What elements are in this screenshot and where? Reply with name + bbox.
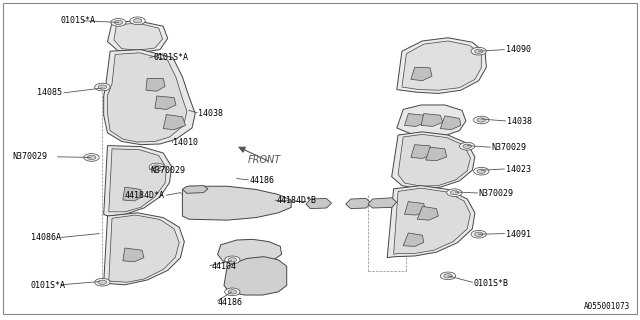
Text: 14090: 14090 bbox=[506, 45, 531, 54]
Circle shape bbox=[149, 163, 164, 171]
Polygon shape bbox=[440, 116, 461, 130]
Circle shape bbox=[474, 232, 483, 236]
Text: 44186: 44186 bbox=[218, 298, 243, 307]
Polygon shape bbox=[404, 202, 426, 215]
Polygon shape bbox=[104, 50, 195, 145]
Circle shape bbox=[84, 154, 99, 161]
Circle shape bbox=[225, 288, 240, 296]
Circle shape bbox=[130, 17, 145, 25]
Circle shape bbox=[228, 290, 237, 294]
Circle shape bbox=[450, 190, 459, 195]
Polygon shape bbox=[104, 213, 184, 285]
Text: FRONT: FRONT bbox=[248, 155, 281, 165]
Polygon shape bbox=[402, 41, 481, 90]
Text: 14023: 14023 bbox=[506, 165, 531, 174]
Circle shape bbox=[474, 167, 489, 175]
Text: 0101S*A: 0101S*A bbox=[61, 16, 96, 25]
Polygon shape bbox=[224, 257, 287, 295]
Circle shape bbox=[477, 169, 486, 173]
Text: N370029: N370029 bbox=[13, 152, 48, 161]
Circle shape bbox=[471, 230, 486, 238]
Circle shape bbox=[474, 49, 483, 53]
Text: 14010: 14010 bbox=[173, 138, 198, 147]
Text: 14038: 14038 bbox=[198, 109, 223, 118]
Text: 44186: 44186 bbox=[250, 176, 275, 185]
Polygon shape bbox=[394, 188, 470, 254]
Polygon shape bbox=[392, 132, 475, 189]
Polygon shape bbox=[397, 105, 466, 136]
Polygon shape bbox=[218, 239, 282, 264]
Polygon shape bbox=[155, 96, 176, 109]
Polygon shape bbox=[146, 78, 165, 91]
Text: 0101S*A: 0101S*A bbox=[31, 281, 66, 290]
Text: 44184D*A: 44184D*A bbox=[125, 191, 165, 200]
Polygon shape bbox=[404, 114, 426, 126]
Polygon shape bbox=[403, 233, 424, 246]
Polygon shape bbox=[368, 198, 397, 208]
Polygon shape bbox=[387, 186, 475, 258]
Polygon shape bbox=[109, 149, 166, 212]
Circle shape bbox=[477, 118, 486, 122]
Circle shape bbox=[114, 20, 123, 25]
Circle shape bbox=[87, 155, 96, 160]
Text: 44184D*B: 44184D*B bbox=[276, 196, 317, 205]
Polygon shape bbox=[417, 206, 438, 220]
Circle shape bbox=[447, 189, 462, 196]
Circle shape bbox=[228, 258, 237, 262]
Circle shape bbox=[225, 256, 240, 264]
Text: N370029: N370029 bbox=[492, 143, 527, 152]
Polygon shape bbox=[411, 145, 432, 158]
Polygon shape bbox=[182, 186, 208, 193]
Text: 14091: 14091 bbox=[506, 230, 531, 239]
Polygon shape bbox=[123, 248, 144, 262]
Circle shape bbox=[95, 278, 110, 286]
Text: 0101S*B: 0101S*B bbox=[474, 279, 509, 288]
Circle shape bbox=[440, 272, 456, 280]
Circle shape bbox=[474, 116, 489, 124]
Polygon shape bbox=[114, 23, 163, 50]
Polygon shape bbox=[397, 38, 486, 93]
Polygon shape bbox=[426, 147, 447, 161]
Text: 14086A: 14086A bbox=[31, 233, 61, 242]
Circle shape bbox=[98, 280, 107, 284]
Circle shape bbox=[152, 165, 161, 169]
Polygon shape bbox=[123, 187, 142, 201]
Polygon shape bbox=[306, 198, 332, 209]
Polygon shape bbox=[163, 115, 186, 130]
Polygon shape bbox=[108, 21, 168, 53]
Polygon shape bbox=[411, 67, 432, 81]
Circle shape bbox=[444, 274, 452, 278]
Circle shape bbox=[463, 144, 472, 148]
Polygon shape bbox=[182, 186, 291, 220]
Circle shape bbox=[460, 142, 475, 150]
Text: 14038: 14038 bbox=[507, 117, 532, 126]
Circle shape bbox=[471, 47, 486, 55]
Polygon shape bbox=[104, 146, 172, 216]
Circle shape bbox=[95, 83, 110, 91]
Text: 14085: 14085 bbox=[37, 88, 62, 97]
Polygon shape bbox=[108, 53, 187, 142]
Polygon shape bbox=[109, 215, 179, 282]
Text: A055001073: A055001073 bbox=[584, 302, 630, 311]
Circle shape bbox=[133, 19, 142, 23]
Polygon shape bbox=[346, 198, 371, 209]
Text: 44104: 44104 bbox=[211, 262, 236, 271]
Circle shape bbox=[98, 85, 107, 89]
Text: 0101S*A: 0101S*A bbox=[154, 53, 189, 62]
Polygon shape bbox=[421, 114, 443, 126]
Text: N370029: N370029 bbox=[150, 166, 186, 175]
Circle shape bbox=[111, 19, 126, 26]
Text: N370029: N370029 bbox=[479, 189, 514, 198]
Polygon shape bbox=[398, 134, 470, 186]
